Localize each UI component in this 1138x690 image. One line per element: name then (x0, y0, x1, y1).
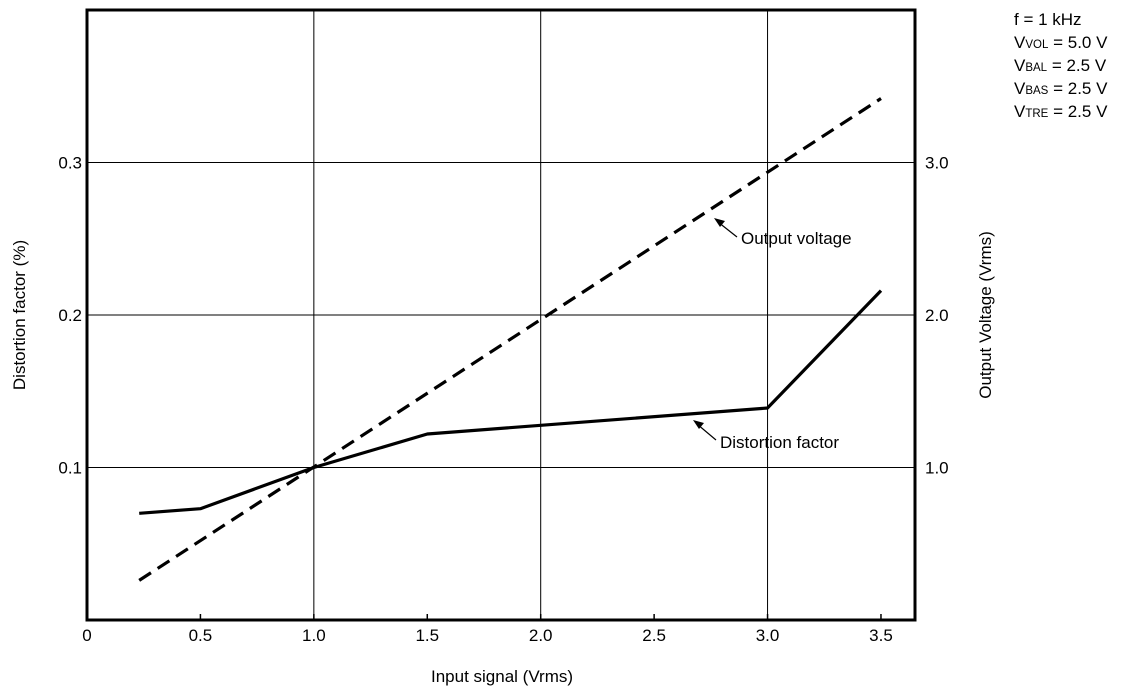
y-left-tick-labels: 0.1 0.2 0.3 (58, 154, 82, 478)
condition-line: VBAL = 2.5 V (1014, 56, 1107, 75)
x-tick-labels: 0 0.5 1.0 1.5 2.0 2.5 3.0 3.5 (82, 626, 893, 645)
plot-frame (85, 8, 917, 622)
y-right-tick-label: 2.0 (925, 306, 949, 325)
y-right-tick-label: 1.0 (925, 459, 949, 478)
test-conditions: f = 1 kHz VVOL = 5.0 V VBAL = 2.5 V VBAS = … (1014, 10, 1108, 121)
y-left-tick-label: 0.3 (58, 154, 82, 173)
y-right-tick-label: 3.0 (925, 154, 949, 173)
condition-line: VVOL = 5.0 V (1014, 33, 1108, 52)
output-voltage-line (138, 97, 882, 582)
x-tick-label: 3.0 (756, 626, 780, 645)
distortion-factor-annotation: Distortion factor (720, 433, 839, 452)
series-group (138, 97, 883, 582)
distortion-factor-line (139, 289, 883, 515)
y-left-tick-label: 0.2 (58, 306, 82, 325)
y-right-tick-labels: 1.0 2.0 3.0 (925, 154, 949, 478)
condition-line: VTRE = 2.5 V (1014, 102, 1108, 121)
y-left-axis-label: Distortion factor (%) (10, 240, 29, 390)
output-voltage-annotation: Output voltage (741, 229, 852, 248)
condition-line: VBAS = 2.5 V (1014, 79, 1108, 98)
grid-lines (87, 10, 915, 620)
y-left-tick-label: 0.1 (58, 459, 82, 478)
x-tick-label: 1.0 (302, 626, 326, 645)
x-tick-label: 0.5 (189, 626, 213, 645)
output-voltage-arrowhead (714, 218, 725, 227)
x-tick-label: 1.5 (415, 626, 439, 645)
y-right-axis-label: Output Voltage (Vrms) (976, 231, 995, 399)
distortion-factor-arrowhead (693, 420, 704, 429)
x-tick-label: 2.0 (529, 626, 553, 645)
condition-line: f = 1 kHz (1014, 10, 1082, 29)
x-axis-label: Input signal (Vrms) (431, 667, 573, 686)
x-tick-label: 3.5 (869, 626, 893, 645)
x-tick-label: 0 (82, 626, 91, 645)
x-tick-label: 2.5 (642, 626, 666, 645)
